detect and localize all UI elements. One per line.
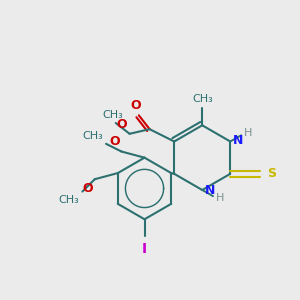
Text: CH₃: CH₃ bbox=[192, 94, 213, 104]
Text: CH₃: CH₃ bbox=[82, 131, 103, 141]
Text: H: H bbox=[216, 194, 224, 203]
Text: N: N bbox=[232, 134, 243, 147]
Text: CH₃: CH₃ bbox=[102, 110, 123, 120]
Text: I: I bbox=[142, 242, 147, 256]
Text: H: H bbox=[244, 128, 253, 138]
Text: S: S bbox=[267, 167, 276, 180]
Text: N: N bbox=[205, 184, 215, 197]
Text: O: O bbox=[109, 135, 120, 148]
Text: CH₃: CH₃ bbox=[58, 195, 79, 205]
Text: O: O bbox=[82, 182, 93, 195]
Text: O: O bbox=[117, 118, 127, 131]
Text: O: O bbox=[130, 99, 141, 112]
